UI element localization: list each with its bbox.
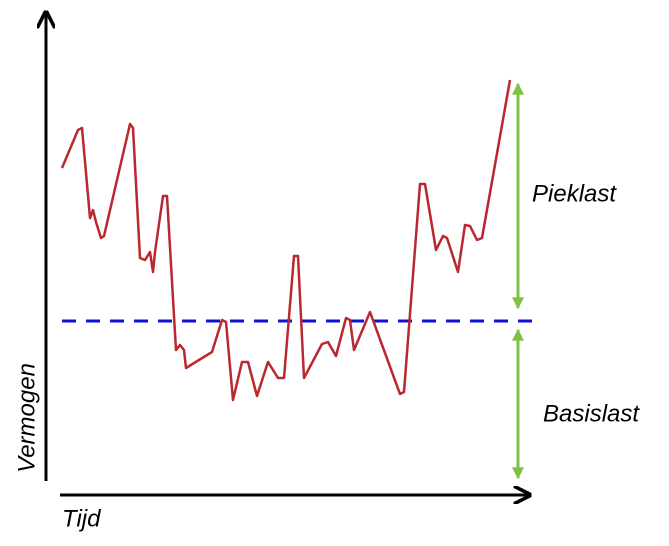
base-label: Basislast: [543, 400, 640, 427]
peak-label: Pieklast: [532, 180, 617, 207]
y-axis-label: Vermogen: [13, 363, 40, 473]
x-axis-label: Tijd: [62, 505, 101, 532]
load-curve: [60, 79, 512, 402]
